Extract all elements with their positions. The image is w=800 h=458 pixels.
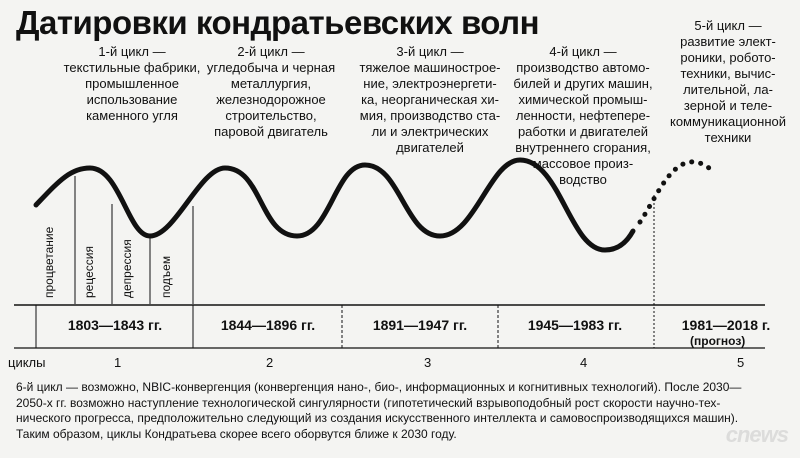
cycle-1-description: 1-й цикл — текстильные фабрики, промышле… [63, 44, 201, 123]
footnote: 6-й цикл — возможно, NBIC-конвергенция (… [16, 380, 742, 441]
cycle-2-description: 2-й цикл — угледобыча и черная металлург… [206, 44, 336, 139]
cycle-number-2: 2 [266, 355, 274, 370]
forecast-label: (прогноз) [690, 334, 746, 348]
phase-label-upturn: подъем [159, 255, 173, 298]
period-3: 1891—1947 гг. [372, 317, 468, 333]
wave-curve [33, 157, 636, 253]
cycle-number-3: 3 [424, 355, 432, 370]
period-1: 1803—1843 гг. [67, 317, 163, 333]
phase-label-recession: рецессия [82, 246, 96, 298]
cycles-axis-label: циклы [8, 355, 46, 370]
cycle-5-description: 5-й цикл — развитие элект- роники, робот… [669, 18, 787, 145]
cycle-number-1: 1 [114, 355, 122, 370]
cycle-number-4: 4 [580, 355, 588, 370]
cycle-number-5: 5 [737, 355, 745, 370]
cycle-4-description: 4-й цикл — производство автомо- билей и … [513, 44, 653, 187]
period-5: 1981—2018 г. [681, 317, 771, 333]
watermark-logo: cnews [725, 422, 789, 447]
page-title: Датировки кондратьевских волн [16, 4, 540, 41]
period-2: 1844—1896 гг. [220, 317, 316, 333]
cycle-3-description: 3-й цикл — тяжелое машинострое- ние, эле… [359, 44, 501, 155]
wave-forecast-dots [637, 159, 715, 225]
period-4: 1945—1983 гг. [527, 317, 623, 333]
phase-label-depression: депрессия [120, 239, 134, 298]
phase-label-prosperity: процветание [42, 226, 56, 298]
